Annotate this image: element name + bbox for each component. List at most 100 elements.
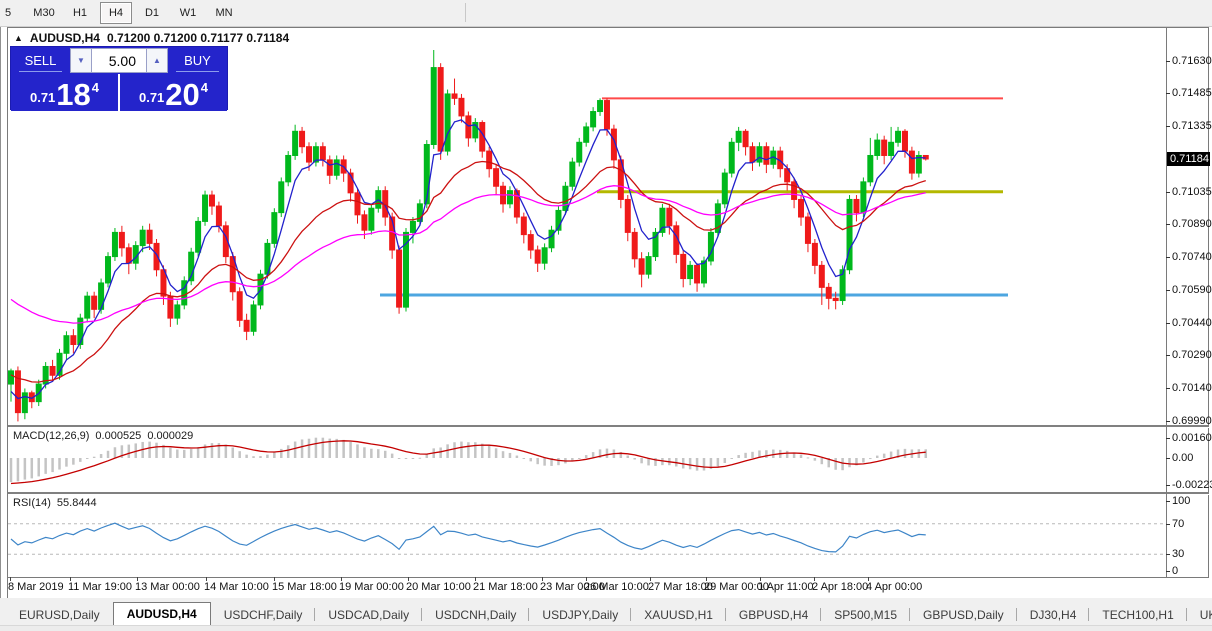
timeframe-button-5[interactable]: 5: [4, 7, 12, 19]
chart-tab-xauusd-h1[interactable]: XAUUSD,H1: [631, 604, 726, 625]
time-tick: [586, 577, 587, 581]
time-axis-label: 19 Mar 00:00: [339, 581, 404, 593]
price-tick: [1166, 554, 1170, 555]
tab-divider: [724, 608, 726, 621]
volume-decrease-icon[interactable]: ▼: [70, 48, 92, 73]
time-tick: [650, 577, 651, 581]
price-axis-label: 0.70590: [1172, 284, 1212, 296]
chart-tab-tech100-h1[interactable]: TECH100,H1: [1089, 604, 1187, 625]
price-tick: [1166, 421, 1170, 422]
time-tick: [10, 577, 11, 581]
price-scale-axis[interactable]: [1166, 28, 1167, 577]
chart-title: ▲ AUDUSD,H4 0.71200 0.71200 0.71177 0.71…: [14, 31, 289, 45]
macd-panel-canvas[interactable]: [8, 428, 1166, 492]
time-axis-label: 1 Apr 11:00: [758, 581, 814, 593]
volume-increase-icon[interactable]: ▲: [146, 48, 168, 73]
panel-splitter-rsi[interactable]: [8, 492, 1209, 495]
current-price-tag: 0.71184: [1167, 152, 1210, 166]
macd-label: MACD(12,26,9) 0.000525 0.000029: [13, 430, 194, 442]
sell-button[interactable]: SELL: [11, 47, 70, 74]
timeframe-button-h4[interactable]: H4: [100, 2, 132, 24]
time-axis-label: 26 Mar 10:00: [584, 581, 649, 593]
price-axis-label: 100: [1172, 495, 1191, 507]
price-chart-canvas[interactable]: [8, 28, 1166, 425]
chart-tab-usdcad-daily[interactable]: USDCAD,Daily: [315, 604, 423, 625]
volume-input[interactable]: 5.00: [92, 48, 146, 73]
price-axis-label: 0.71630: [1172, 55, 1212, 67]
chart-collapse-icon[interactable]: ▲: [14, 33, 23, 43]
chart-tab-usdjpy-daily[interactable]: USDJPY,Daily: [529, 604, 632, 625]
time-tick: [274, 577, 275, 581]
chart-tab-ukc[interactable]: UKC: [1199, 607, 1212, 622]
time-axis-label: 27 Mar 18:00: [648, 581, 713, 593]
time-tick: [341, 577, 342, 581]
timeframe-button-mn[interactable]: MN: [215, 7, 233, 19]
time-axis-label: 20 Mar 10:00: [406, 581, 471, 593]
tab-divider: [528, 608, 530, 621]
time-tick: [206, 577, 207, 581]
tab-divider: [1015, 608, 1017, 621]
rsi-panel-canvas[interactable]: [8, 495, 1166, 577]
buy-button[interactable]: BUY: [168, 47, 227, 74]
tab-divider: [1088, 608, 1090, 621]
time-scale[interactable]: [8, 577, 1209, 598]
price-axis-label: 0.70890: [1172, 218, 1212, 230]
timeframe-button-h1[interactable]: H1: [72, 7, 88, 19]
price-axis-label: 0.70290: [1172, 349, 1212, 361]
chart-tab-gbpusd-daily[interactable]: GBPUSD,Daily: [910, 604, 1017, 625]
price-axis-label: 0.69990: [1172, 415, 1212, 427]
time-tick: [70, 577, 71, 581]
status-strip: [0, 625, 1212, 631]
time-tick: [137, 577, 138, 581]
time-tick: [868, 577, 869, 581]
chart-tab-bar: EURUSD,Daily AUDUSD,H4 USDCHF,Daily USDCAD,…: [0, 602, 1212, 625]
time-tick: [475, 577, 476, 581]
timeframe-toolbar: 5 M30 H1 H4 D1 W1 MN: [0, 0, 1212, 27]
price-tick: [1166, 501, 1170, 502]
timeframe-button-m30[interactable]: M30: [33, 7, 55, 19]
chart-tab-dj30-h4[interactable]: DJ30,H4: [1017, 604, 1090, 625]
price-axis-label: 0.001605: [1172, 432, 1212, 444]
chart-tab-gbpusd-h4[interactable]: GBPUSD,H4: [726, 604, 822, 625]
price-tick: [1166, 485, 1170, 486]
price-tick: [1166, 61, 1170, 62]
toolbar-separator: [465, 3, 466, 22]
tab-divider: [820, 608, 822, 621]
time-tick: [760, 577, 761, 581]
macd-main-value: 0.000525: [95, 430, 142, 442]
price-axis-label: 0.71335: [1172, 120, 1212, 132]
sell-price-button[interactable]: 0.71 18 4: [11, 74, 118, 111]
time-tick: [542, 577, 543, 581]
buy-price-button[interactable]: 0.71 20 4: [120, 74, 227, 111]
chart-tab-audusd-h4[interactable]: AUDUSD,H4: [112, 602, 211, 625]
chart-ohlc: 0.71200 0.71200 0.71177 0.71184: [106, 31, 290, 45]
panel-splitter-macd[interactable]: [8, 425, 1209, 428]
macd-signal-value: 0.000029: [147, 430, 194, 442]
chart-tab-sp500-m15[interactable]: SP500,M15: [821, 604, 910, 625]
price-tick: [1166, 126, 1170, 127]
price-tick: [1166, 257, 1170, 258]
price-tick: [1166, 524, 1170, 525]
time-axis-label: 13 Mar 00:00: [135, 581, 200, 593]
timeframe-button-w1[interactable]: W1: [179, 7, 197, 19]
tab-divider: [630, 608, 632, 621]
price-axis-label: 0.70740: [1172, 251, 1212, 263]
sell-price-prefix: 0.71: [29, 90, 56, 105]
time-axis-label: 4 Apr 00:00: [866, 581, 923, 593]
chart-tab-usdcnh-daily[interactable]: USDCNH,Daily: [422, 604, 530, 625]
price-tick: [1166, 323, 1170, 324]
time-tick: [814, 577, 815, 581]
chart-tab-eurusd-daily[interactable]: EURUSD,Daily: [19, 607, 100, 622]
price-axis-label: 0: [1172, 565, 1179, 577]
time-axis-label: 21 Mar 18:00: [473, 581, 538, 593]
one-click-trade-panel: SELL ▼ 5.00 ▲ BUY 0.71 18 4 0.71 20 4: [10, 46, 228, 111]
time-axis-label: 15 Mar 18:00: [272, 581, 337, 593]
timeframe-button-d1[interactable]: D1: [144, 7, 160, 19]
time-axis-label: 29 Mar 00:00: [704, 581, 769, 593]
price-axis-label: 0.00: [1172, 452, 1194, 464]
window-gap: [0, 598, 1212, 602]
price-tick: [1166, 388, 1170, 389]
mdi-edge: [0, 27, 1, 598]
chart-tab-usdchf-daily[interactable]: USDCHF,Daily: [211, 604, 316, 625]
price-axis-label: -0.002235: [1172, 479, 1212, 491]
